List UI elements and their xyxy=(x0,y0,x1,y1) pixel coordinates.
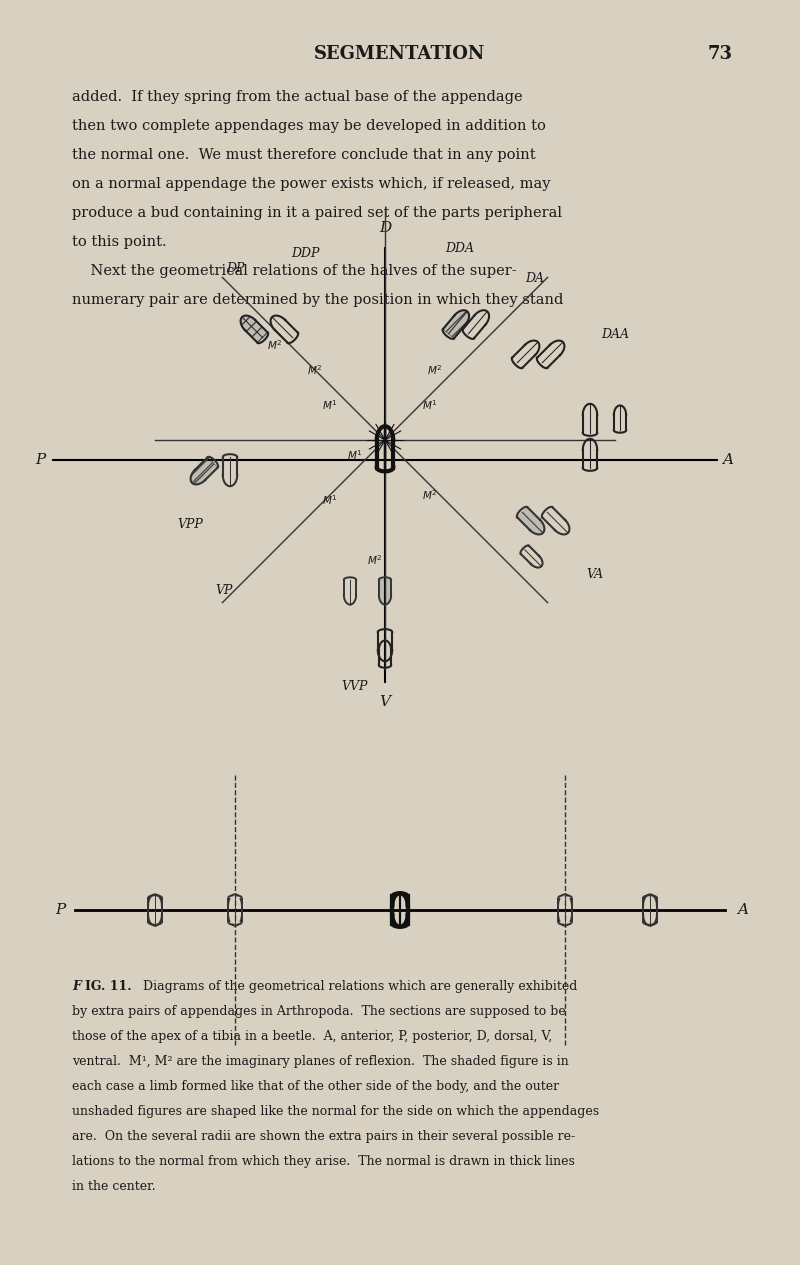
Text: V: V xyxy=(379,694,390,708)
Text: $M^2$: $M^2$ xyxy=(267,338,282,352)
Text: VPP: VPP xyxy=(177,519,203,531)
Text: $M^2$: $M^2$ xyxy=(427,363,442,377)
Text: ventral.  M¹, M² are the imaginary planes of reflexion.  The shaded figure is in: ventral. M¹, M² are the imaginary planes… xyxy=(72,1055,569,1068)
Text: DP: DP xyxy=(226,262,244,275)
Text: $M^1$: $M^1$ xyxy=(322,398,338,412)
Text: DA: DA xyxy=(526,272,545,285)
Polygon shape xyxy=(379,579,391,605)
Polygon shape xyxy=(517,507,545,534)
Text: $M^2$: $M^2$ xyxy=(367,553,382,567)
Text: Next the geometrical relations of the halves of the super-: Next the geometrical relations of the ha… xyxy=(72,264,517,278)
Text: DDP: DDP xyxy=(291,247,319,261)
Text: $M^2$: $M^2$ xyxy=(422,488,438,502)
Text: $M^1$: $M^1$ xyxy=(347,448,363,462)
Text: unshaded figures are shaped like the normal for the side on which the appendages: unshaded figures are shaped like the nor… xyxy=(72,1106,599,1118)
Text: numerary pair are determined by the position in which they stand: numerary pair are determined by the posi… xyxy=(72,293,563,307)
Text: DAA: DAA xyxy=(601,329,629,342)
Text: the normal one.  We must therefore conclude that in any point: the normal one. We must therefore conclu… xyxy=(72,148,536,162)
Text: then two complete appendages may be developed in addition to: then two complete appendages may be deve… xyxy=(72,119,546,133)
Text: P: P xyxy=(34,453,45,467)
Text: to this point.: to this point. xyxy=(72,235,166,249)
Text: on a normal appendage the power exists which, if released, may: on a normal appendage the power exists w… xyxy=(72,177,550,191)
Text: F: F xyxy=(72,980,81,993)
Text: IG. 11.: IG. 11. xyxy=(85,980,132,993)
Text: VA: VA xyxy=(586,568,603,582)
Text: $M^1$: $M^1$ xyxy=(422,398,438,412)
Polygon shape xyxy=(241,315,268,343)
Polygon shape xyxy=(443,310,469,339)
Text: D: D xyxy=(379,221,391,235)
Text: A: A xyxy=(737,903,748,917)
Text: added.  If they spring from the actual base of the appendage: added. If they spring from the actual ba… xyxy=(72,90,522,104)
Text: are.  On the several radii are shown the extra pairs in their several possible r: are. On the several radii are shown the … xyxy=(72,1130,575,1144)
Text: in the center.: in the center. xyxy=(72,1180,156,1193)
Text: $M^2$: $M^2$ xyxy=(307,363,322,377)
Text: VP: VP xyxy=(215,583,232,597)
Text: produce a bud containing in it a paired set of the parts peripheral: produce a bud containing in it a paired … xyxy=(72,206,562,220)
Text: Diagrams of the geometrical relations which are generally exhibited: Diagrams of the geometrical relations wh… xyxy=(135,980,578,993)
Text: DDA: DDA xyxy=(446,242,474,256)
Text: by extra pairs of appendages in Arthropoda.  The sections are supposed to be: by extra pairs of appendages in Arthropo… xyxy=(72,1004,566,1018)
Text: those of the apex of a tibia in a beetle.  A, anterior, P, posterior, D, dorsal,: those of the apex of a tibia in a beetle… xyxy=(72,1030,552,1044)
Text: VVP: VVP xyxy=(342,681,368,693)
Text: P: P xyxy=(54,903,65,917)
Text: SEGMENTATION: SEGMENTATION xyxy=(314,46,486,63)
Text: A: A xyxy=(722,453,733,467)
Text: 73: 73 xyxy=(707,46,733,63)
Polygon shape xyxy=(190,457,218,484)
Text: $M^1$: $M^1$ xyxy=(322,493,338,507)
Text: lations to the normal from which they arise.  The normal is drawn in thick lines: lations to the normal from which they ar… xyxy=(72,1155,575,1168)
Text: each case a limb formed like that of the other side of the body, and the outer: each case a limb formed like that of the… xyxy=(72,1080,559,1093)
